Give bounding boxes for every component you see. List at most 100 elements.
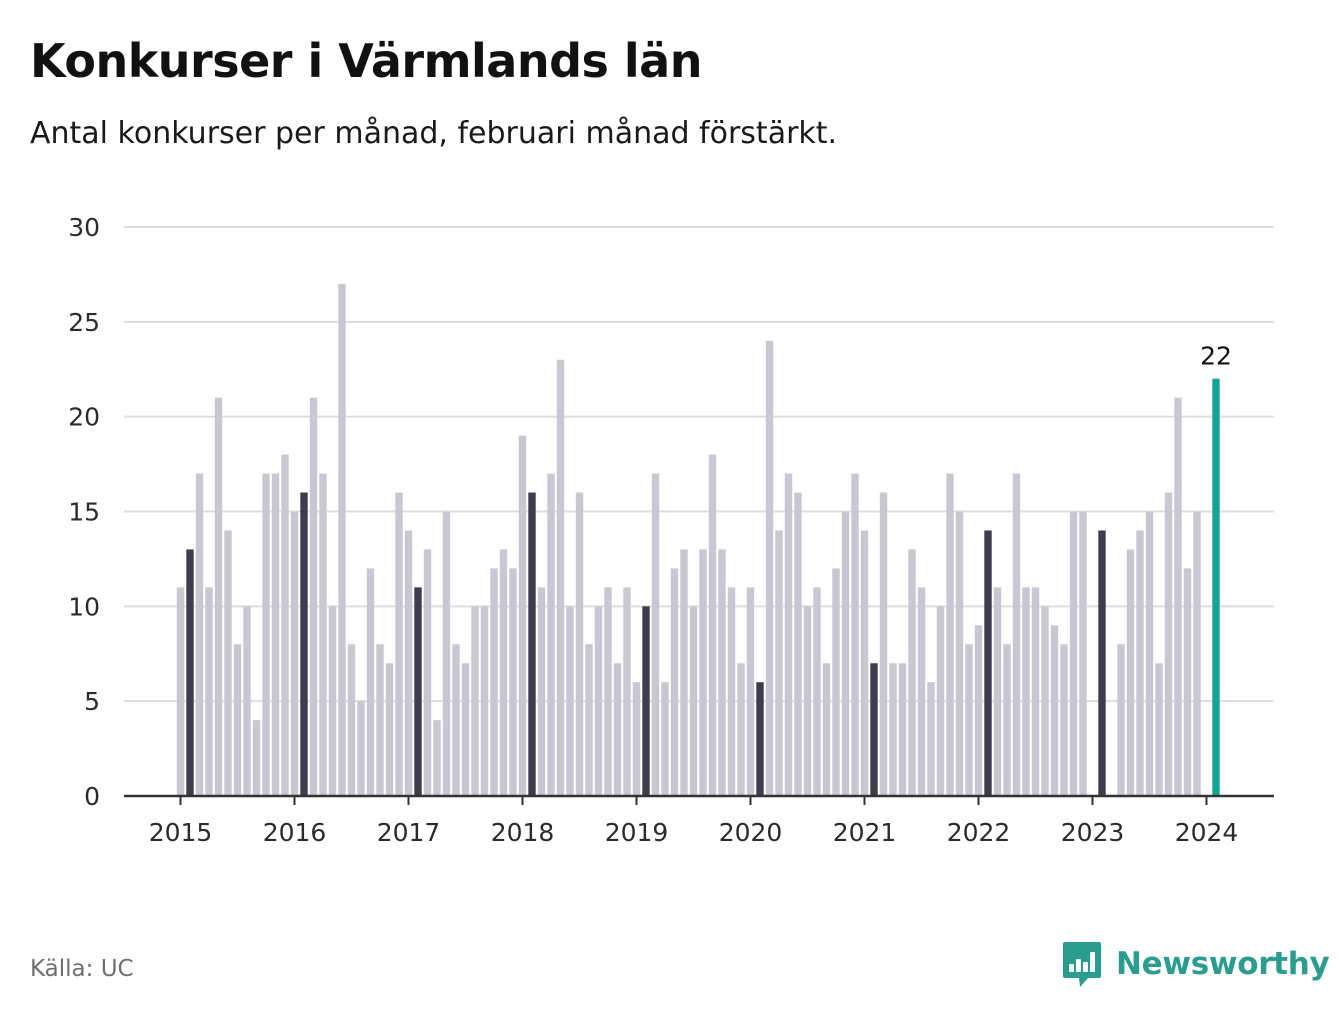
bar	[357, 701, 365, 796]
bar	[784, 473, 793, 796]
y-tick-label: 15	[68, 498, 100, 527]
bar	[547, 473, 555, 796]
bar	[594, 606, 603, 796]
bar	[309, 397, 318, 796]
bar	[813, 587, 821, 796]
y-tick-label: 25	[68, 308, 100, 337]
bar	[651, 473, 660, 796]
bar	[1155, 663, 1163, 796]
bar	[423, 549, 432, 796]
bar	[955, 511, 964, 796]
bar	[214, 397, 223, 796]
bar-february	[414, 587, 422, 796]
y-tick-label: 20	[68, 403, 100, 432]
x-tick-label: 2023	[1061, 818, 1125, 847]
bar	[271, 473, 280, 796]
y-tick-label: 30	[68, 213, 100, 242]
bar	[480, 606, 489, 796]
bar	[927, 682, 935, 796]
bar-february	[1098, 530, 1106, 796]
bar	[347, 644, 356, 796]
bar	[233, 644, 242, 796]
latest-value-label: 22	[1200, 342, 1232, 371]
bar	[794, 492, 802, 796]
bar	[290, 511, 299, 796]
bar	[1022, 587, 1030, 796]
bar	[205, 587, 213, 796]
bar	[803, 606, 812, 796]
bar	[471, 606, 479, 796]
bar	[499, 549, 508, 796]
bar	[689, 606, 698, 796]
bar	[395, 492, 403, 796]
bar	[1193, 511, 1201, 796]
bar	[670, 568, 679, 796]
bar	[461, 663, 470, 796]
bar	[376, 644, 384, 796]
bar	[613, 663, 622, 796]
bar	[585, 644, 593, 796]
y-tick-label: 5	[84, 687, 100, 716]
chart-subtitle: Antal konkurser per månad, februari måna…	[30, 116, 838, 151]
bar	[566, 606, 574, 796]
bars	[176, 283, 1220, 796]
bar	[851, 473, 859, 796]
bar-chart-speech-bubble-icon	[1063, 942, 1101, 987]
bar	[832, 568, 840, 796]
bar	[518, 435, 527, 796]
bar-february	[642, 606, 650, 796]
source-note: Källa: UC	[30, 956, 134, 982]
bar	[281, 454, 289, 796]
bar	[917, 587, 926, 796]
bar	[1031, 587, 1040, 796]
bar	[1136, 530, 1144, 796]
bar	[1145, 511, 1154, 796]
bar	[860, 530, 869, 796]
bar	[879, 492, 888, 796]
bar	[442, 511, 451, 796]
bar	[366, 568, 375, 796]
bar	[946, 473, 954, 796]
bar	[841, 511, 850, 796]
bar-chart: 0 5 10 15 20 25 30 2015 2016 2017 2018 2019 2020 202…	[68, 213, 1274, 847]
x-tick-label: 2020	[719, 818, 783, 847]
bar	[898, 663, 907, 796]
bar	[1117, 644, 1125, 796]
y-tick-label: 10	[68, 592, 100, 621]
x-tick-label: 2022	[947, 818, 1011, 847]
bar-february	[870, 663, 878, 796]
bar	[433, 720, 441, 796]
bar	[680, 549, 688, 796]
bar	[993, 587, 1002, 796]
bar-latest	[1212, 378, 1220, 796]
x-tick-label: 2021	[833, 818, 897, 847]
bar	[1060, 644, 1068, 796]
x-axis-ticks: 2015 2016 2017 2018 2019 2020 2021 2022 2023 2024	[149, 796, 1239, 847]
bar	[604, 587, 612, 796]
bar-february	[528, 492, 536, 796]
bar	[1126, 549, 1135, 796]
bar	[319, 473, 327, 796]
x-tick-label: 2015	[149, 818, 213, 847]
bar	[224, 530, 232, 796]
bar	[1003, 644, 1011, 796]
bar-february	[984, 530, 992, 796]
bar	[243, 606, 251, 796]
brand-name: Newsworthy	[1116, 946, 1330, 982]
x-tick-label: 2024	[1175, 818, 1239, 847]
data-labels: 22	[1200, 342, 1232, 371]
bar	[699, 549, 707, 796]
bar-february	[186, 549, 194, 796]
bar	[727, 587, 736, 796]
bar-february	[300, 492, 308, 796]
bar	[746, 587, 755, 796]
bar	[765, 340, 774, 796]
bar	[1050, 625, 1059, 796]
chart-title: Konkurser i Värmlands län	[30, 34, 702, 88]
bar	[889, 663, 897, 796]
y-axis-ticks: 0 5 10 15 20 25 30	[68, 213, 100, 811]
newsworthy-logo: Newsworthy	[1062, 940, 1330, 988]
bar	[195, 473, 204, 796]
bar	[509, 568, 517, 796]
bar	[1174, 397, 1182, 796]
